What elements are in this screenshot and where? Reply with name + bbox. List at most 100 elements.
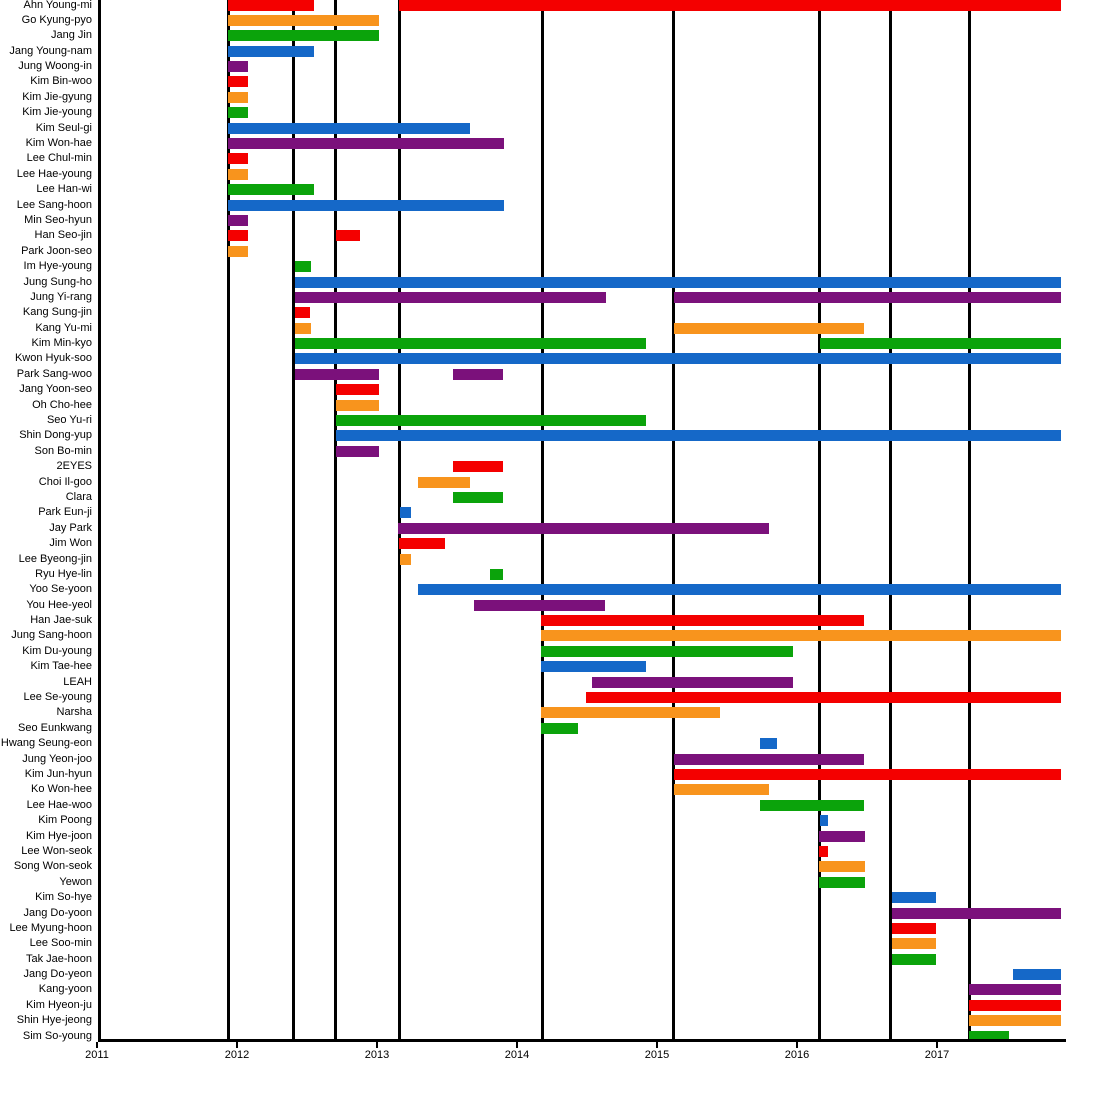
member-label: Kim Jun-hyun (24, 768, 92, 780)
member-label: Lee Sang-hoon (16, 198, 92, 211)
member-label: Jung Yeon-joo (22, 752, 92, 765)
member-label: You Hee-yeol (26, 598, 92, 611)
timeline-bar (335, 415, 646, 427)
x-axis-line (98, 1039, 1066, 1042)
x-axis-tick (656, 1042, 658, 1048)
member-label: Choi Il-goo (38, 475, 92, 488)
timeline-bar (228, 153, 249, 165)
member-label: Kim So-hye (35, 891, 92, 904)
timeline-bar (819, 338, 1062, 350)
member-label: Park Eun-ji (38, 506, 92, 519)
member-label: Lee Won-seok (21, 844, 92, 857)
timeline-bar (228, 0, 314, 11)
member-label: Han Seo-jin (34, 229, 92, 242)
timeline-bar (294, 261, 312, 273)
timeline-bar (228, 30, 379, 42)
timeline-bar (760, 799, 865, 811)
timeline-bar (399, 553, 411, 565)
timeline-bar (228, 107, 249, 119)
x-axis-tick-label: 2011 (85, 1049, 109, 1061)
member-label: Jang Do-yeon (23, 968, 93, 981)
member-label: Yewon (59, 875, 92, 888)
x-axis-tick (516, 1042, 518, 1048)
member-label: Lee Myung-hoon (9, 921, 92, 934)
member-label: Song Won-seok (13, 860, 92, 873)
member-label: Kim Du-young (22, 644, 92, 657)
member-label: Sim So-young (22, 1029, 92, 1042)
timeline-bar (228, 122, 470, 134)
timeline-bar (540, 722, 579, 734)
member-label: Kim Jie-young (22, 106, 92, 119)
timeline-bar (228, 45, 314, 57)
member-label: Jang Do-yoon (23, 906, 93, 919)
timeline-bar (228, 214, 249, 226)
member-label: Jang Jin (51, 29, 92, 42)
timeline-bar (398, 0, 1062, 11)
x-axis-tick (236, 1042, 238, 1048)
season-divider-line (672, 0, 676, 1040)
timeline-bar (540, 645, 793, 657)
timeline-bar (892, 922, 936, 934)
member-label: Jung Yi-rang (30, 290, 92, 303)
timeline-bar (335, 430, 1062, 442)
timeline-bar (418, 584, 1062, 596)
timeline-bar (819, 815, 828, 827)
member-label: Lee Hae-young (16, 167, 92, 180)
season-divider-line (398, 0, 402, 1040)
x-axis-tick-label: 2014 (504, 1049, 530, 1061)
member-label: Son Bo-min (34, 444, 92, 457)
timeline-bar (592, 676, 793, 688)
timeline-bar (453, 461, 503, 473)
timeline-bar (228, 138, 504, 149)
timeline-bar (540, 707, 720, 719)
timeline-bar (540, 661, 646, 673)
member-label: Clara (65, 490, 92, 503)
season-divider-line (889, 0, 893, 1040)
x-axis-tick (936, 1042, 938, 1048)
timeline-bar (818, 861, 866, 873)
timeline-bar (892, 953, 936, 965)
member-label: Tak Jae-hoon (25, 952, 92, 965)
x-axis-tick (96, 1042, 98, 1048)
timeline-bar (673, 291, 1062, 303)
member-label: Lee Hae-woo (26, 798, 92, 811)
timeline-bar (453, 368, 503, 380)
season-divider-line (226, 0, 230, 1040)
timeline-bar (418, 476, 470, 488)
x-axis-tick-label: 2017 (924, 1049, 950, 1061)
timeline-bar (540, 630, 1062, 642)
member-label: Ko Won-hee (31, 783, 92, 796)
timeline-bar (228, 91, 249, 103)
timeline-bar (489, 568, 503, 580)
member-label: Jang Yoon-seo (19, 383, 92, 396)
member-label: Jay Park (49, 521, 92, 534)
member-label: Jung Sang-hoon (11, 629, 92, 642)
member-label: Jim Won (49, 537, 92, 550)
timeline-bar (294, 322, 312, 334)
timeline-bar (335, 384, 379, 396)
timeline-bar (399, 507, 411, 519)
timeline-bar (540, 615, 865, 627)
x-axis-tick-label: 2012 (224, 1049, 250, 1061)
timeline-bar (892, 907, 1062, 919)
timeline-bar (818, 845, 828, 857)
timeline-bar (228, 76, 249, 88)
member-label: Kang-yoon (38, 983, 92, 996)
member-label: Narsha (56, 706, 92, 719)
member-label: Han Jae-suk (30, 614, 92, 627)
timeline-bar (818, 876, 866, 888)
timeline-bar (335, 399, 379, 411)
member-label: Ryu Hye-lin (35, 567, 92, 580)
member-label: Kim Won-hae (25, 137, 92, 149)
season-divider-line (540, 0, 544, 1040)
timeline-bar (228, 245, 249, 257)
timeline-bar (294, 307, 310, 319)
timeline-bar (228, 14, 379, 26)
member-label: Oh Cho-hee (32, 398, 92, 411)
timeline-bar (969, 1015, 1062, 1027)
member-label: Jung Sung-ho (23, 275, 93, 288)
member-label: Shin Hye-jeong (16, 1014, 92, 1027)
member-label: Park Sang-woo (16, 367, 92, 380)
member-label: Kim Tae-hee (30, 660, 92, 673)
timeline-bar (673, 753, 865, 765)
